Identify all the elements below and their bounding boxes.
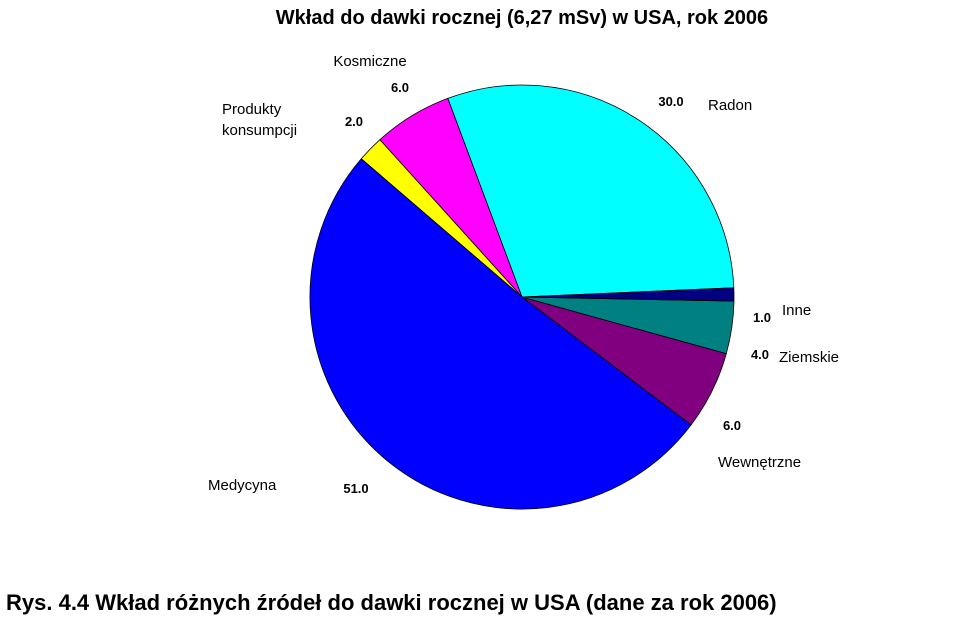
figure-caption: Rys. 4.4 Wkład różnych źródeł do dawki r… bbox=[6, 590, 777, 615]
slice-name-label: Wewnętrzne bbox=[718, 454, 801, 471]
chart-title: Wkład do dawki rocznej (6,27 mSv) w USA,… bbox=[276, 7, 768, 29]
pie-slice bbox=[309, 158, 692, 510]
pie-slices bbox=[309, 84, 735, 510]
slice-name-label: Radon bbox=[708, 97, 752, 114]
slice-name-label: Inne bbox=[782, 302, 811, 319]
slice-value-label: 6.0 bbox=[723, 418, 741, 433]
slice-value-label: 2.0 bbox=[345, 114, 363, 129]
pie-labels: 30.0 Radon 6.0 Kosmiczne 2.0 Produkty konsumpc… bbox=[208, 53, 839, 496]
slice-name-label: Produkty bbox=[222, 101, 282, 118]
slice-name-label: Ziemskie bbox=[779, 349, 839, 366]
pie-chart: Wkład do dawki rocznej (6,27 mSv) w USA,… bbox=[208, 7, 839, 510]
slice-value-label: 4.0 bbox=[751, 347, 769, 362]
slice-value-label: 6.0 bbox=[391, 80, 409, 95]
slice-value-label: 30.0 bbox=[658, 94, 683, 109]
slice-name-label: Medycyna bbox=[208, 477, 277, 494]
pie-slice bbox=[447, 84, 735, 298]
slice-name-label: konsumpcji bbox=[222, 122, 297, 139]
pie-slice bbox=[521, 287, 735, 302]
slice-value-label: 51.0 bbox=[343, 481, 368, 496]
slice-value-label: 1.0 bbox=[753, 310, 771, 325]
slice-name-label: Kosmiczne bbox=[333, 53, 406, 70]
